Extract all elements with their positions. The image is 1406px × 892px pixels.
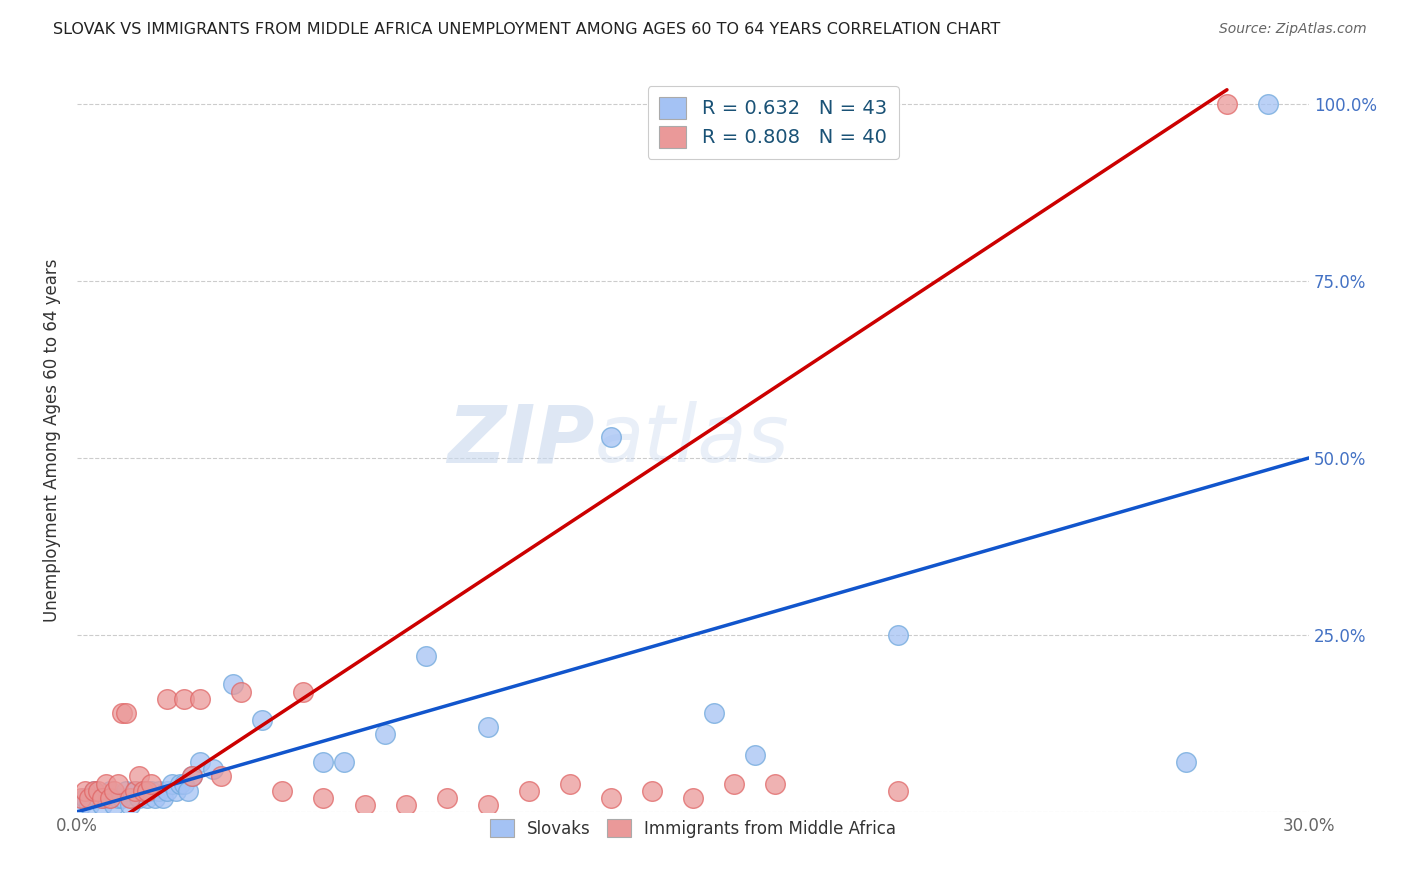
Point xyxy=(1174,756,1197,770)
Point xyxy=(173,691,195,706)
Point xyxy=(188,756,211,770)
Point xyxy=(333,756,356,770)
Point xyxy=(107,776,129,790)
Point xyxy=(353,797,375,812)
Point xyxy=(209,769,232,783)
Point xyxy=(75,783,97,797)
Point xyxy=(103,797,125,812)
Point xyxy=(86,790,108,805)
Point xyxy=(70,790,93,805)
Point xyxy=(90,790,112,805)
Text: atlas: atlas xyxy=(595,401,789,479)
Point xyxy=(231,684,253,698)
Point xyxy=(98,783,121,797)
Point xyxy=(124,783,146,797)
Point xyxy=(132,783,155,797)
Point xyxy=(165,783,187,797)
Point xyxy=(558,776,581,790)
Point xyxy=(887,783,910,797)
Point xyxy=(436,790,458,805)
Point xyxy=(600,430,623,444)
Point xyxy=(94,776,117,790)
Point xyxy=(120,790,142,805)
Point xyxy=(177,783,200,797)
Point xyxy=(1216,96,1239,111)
Point xyxy=(115,783,138,797)
Point xyxy=(887,628,910,642)
Point xyxy=(79,790,101,805)
Point xyxy=(139,783,162,797)
Point xyxy=(222,677,245,691)
Text: ZIP: ZIP xyxy=(447,401,595,479)
Point xyxy=(90,797,112,812)
Point xyxy=(1257,96,1279,111)
Point xyxy=(201,763,224,777)
Point xyxy=(477,720,499,734)
Point xyxy=(374,727,396,741)
Point xyxy=(181,769,204,783)
Point xyxy=(115,706,138,720)
Text: SLOVAK VS IMMIGRANTS FROM MIDDLE AFRICA UNEMPLOYMENT AMONG AGES 60 TO 64 YEARS C: SLOVAK VS IMMIGRANTS FROM MIDDLE AFRICA … xyxy=(53,22,1001,37)
Point xyxy=(250,713,273,727)
Point xyxy=(763,776,786,790)
Point xyxy=(160,776,183,790)
Point xyxy=(135,790,157,805)
Point xyxy=(312,790,335,805)
Point xyxy=(394,797,416,812)
Point xyxy=(139,776,162,790)
Point xyxy=(703,706,725,720)
Point xyxy=(94,790,117,805)
Point xyxy=(70,797,93,812)
Point xyxy=(415,649,437,664)
Point xyxy=(188,691,211,706)
Point xyxy=(79,797,101,812)
Point xyxy=(111,706,134,720)
Point xyxy=(135,783,157,797)
Point xyxy=(128,790,150,805)
Point xyxy=(173,776,195,790)
Point xyxy=(271,783,294,797)
Point xyxy=(86,783,108,797)
Point xyxy=(682,790,704,805)
Point xyxy=(291,684,314,698)
Point xyxy=(641,783,664,797)
Point xyxy=(75,790,97,805)
Point xyxy=(156,691,179,706)
Point xyxy=(744,748,766,763)
Text: Source: ZipAtlas.com: Source: ZipAtlas.com xyxy=(1219,22,1367,37)
Point xyxy=(169,776,191,790)
Point xyxy=(83,783,105,797)
Point xyxy=(723,776,745,790)
Point xyxy=(152,790,174,805)
Point xyxy=(128,769,150,783)
Point xyxy=(120,797,142,812)
Point xyxy=(124,783,146,797)
Point xyxy=(107,790,129,805)
Point xyxy=(517,783,540,797)
Point xyxy=(477,797,499,812)
Point xyxy=(181,769,204,783)
Point xyxy=(148,783,170,797)
Y-axis label: Unemployment Among Ages 60 to 64 years: Unemployment Among Ages 60 to 64 years xyxy=(44,259,60,622)
Point xyxy=(600,790,623,805)
Point xyxy=(103,783,125,797)
Point xyxy=(156,783,179,797)
Point xyxy=(312,756,335,770)
Point xyxy=(143,790,166,805)
Point xyxy=(98,790,121,805)
Point xyxy=(83,783,105,797)
Point xyxy=(111,790,134,805)
Point xyxy=(132,783,155,797)
Legend: Slovaks, Immigrants from Middle Africa: Slovaks, Immigrants from Middle Africa xyxy=(484,813,903,845)
